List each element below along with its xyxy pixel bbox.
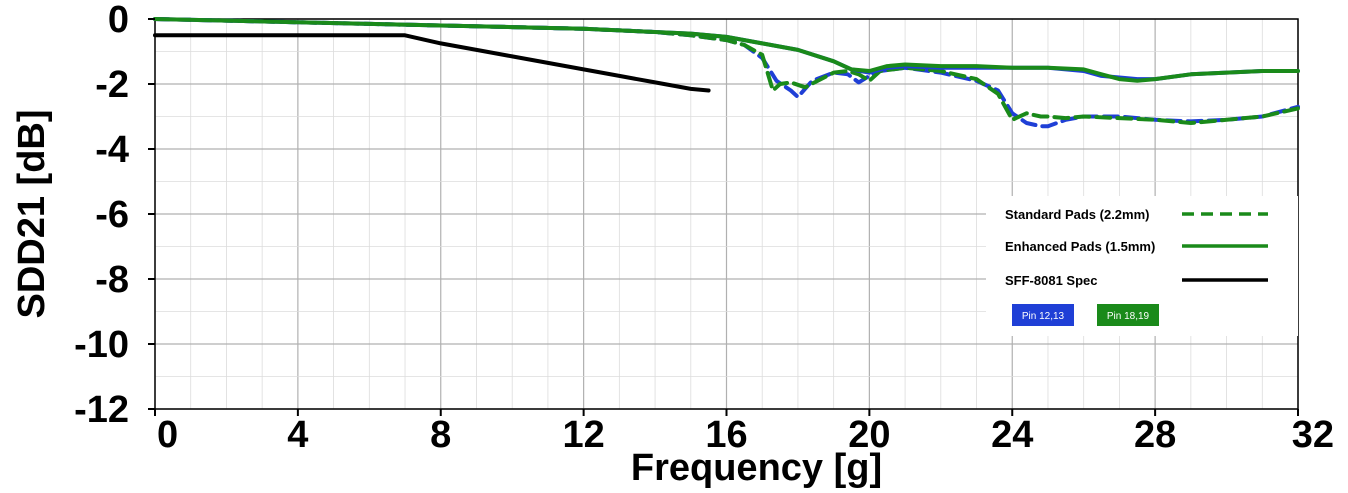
legend-label: Standard Pads (2.2mm) [1005, 207, 1150, 222]
x-tick-label: 24 [991, 414, 1033, 456]
color-badge-label: Pin 18,19 [1107, 311, 1150, 322]
legend: Standard Pads (2.2mm) Enhanced Pads (1.5m… [986, 196, 1298, 336]
y-tick-label: 0 [108, 0, 129, 41]
x-tick-label: 16 [705, 414, 747, 456]
x-tick-label: 4 [287, 414, 308, 456]
series-line-4 [153, 33, 711, 93]
series-line-3 [153, 17, 1300, 83]
x-axis-title: Frequency [g] [631, 447, 882, 488]
y-tick-label: -12 [74, 389, 129, 431]
x-tick-label: 20 [848, 414, 890, 456]
y-tick-label: -6 [95, 194, 129, 236]
axis-ticks: 0 4 8 12 16 20 24 28 32 0 -2 -4 -6 -8 -10 -12 [74, 0, 1334, 456]
x-tick-label: 8 [430, 414, 451, 456]
legend-label: Enhanced Pads (1.5mm) [1005, 239, 1155, 254]
x-tick-label: 32 [1292, 414, 1334, 456]
y-tick-label: -2 [95, 64, 129, 106]
color-badge [1012, 304, 1074, 326]
x-tick-label: 12 [562, 414, 604, 456]
y-tick-label: -4 [95, 129, 129, 171]
legend-label: SFF-8081 Spec [1005, 273, 1098, 288]
color-badge [1097, 304, 1159, 326]
series-layer [153, 17, 1300, 129]
color-badge-label: Pin 12,13 [1022, 311, 1065, 322]
x-tick-label: 0 [157, 414, 178, 456]
y-tick-label: -8 [95, 259, 129, 301]
x-tick-label: 28 [1134, 414, 1176, 456]
y-axis-title: SDD21 [dB] [11, 109, 53, 318]
y-tick-label: -10 [74, 324, 129, 366]
